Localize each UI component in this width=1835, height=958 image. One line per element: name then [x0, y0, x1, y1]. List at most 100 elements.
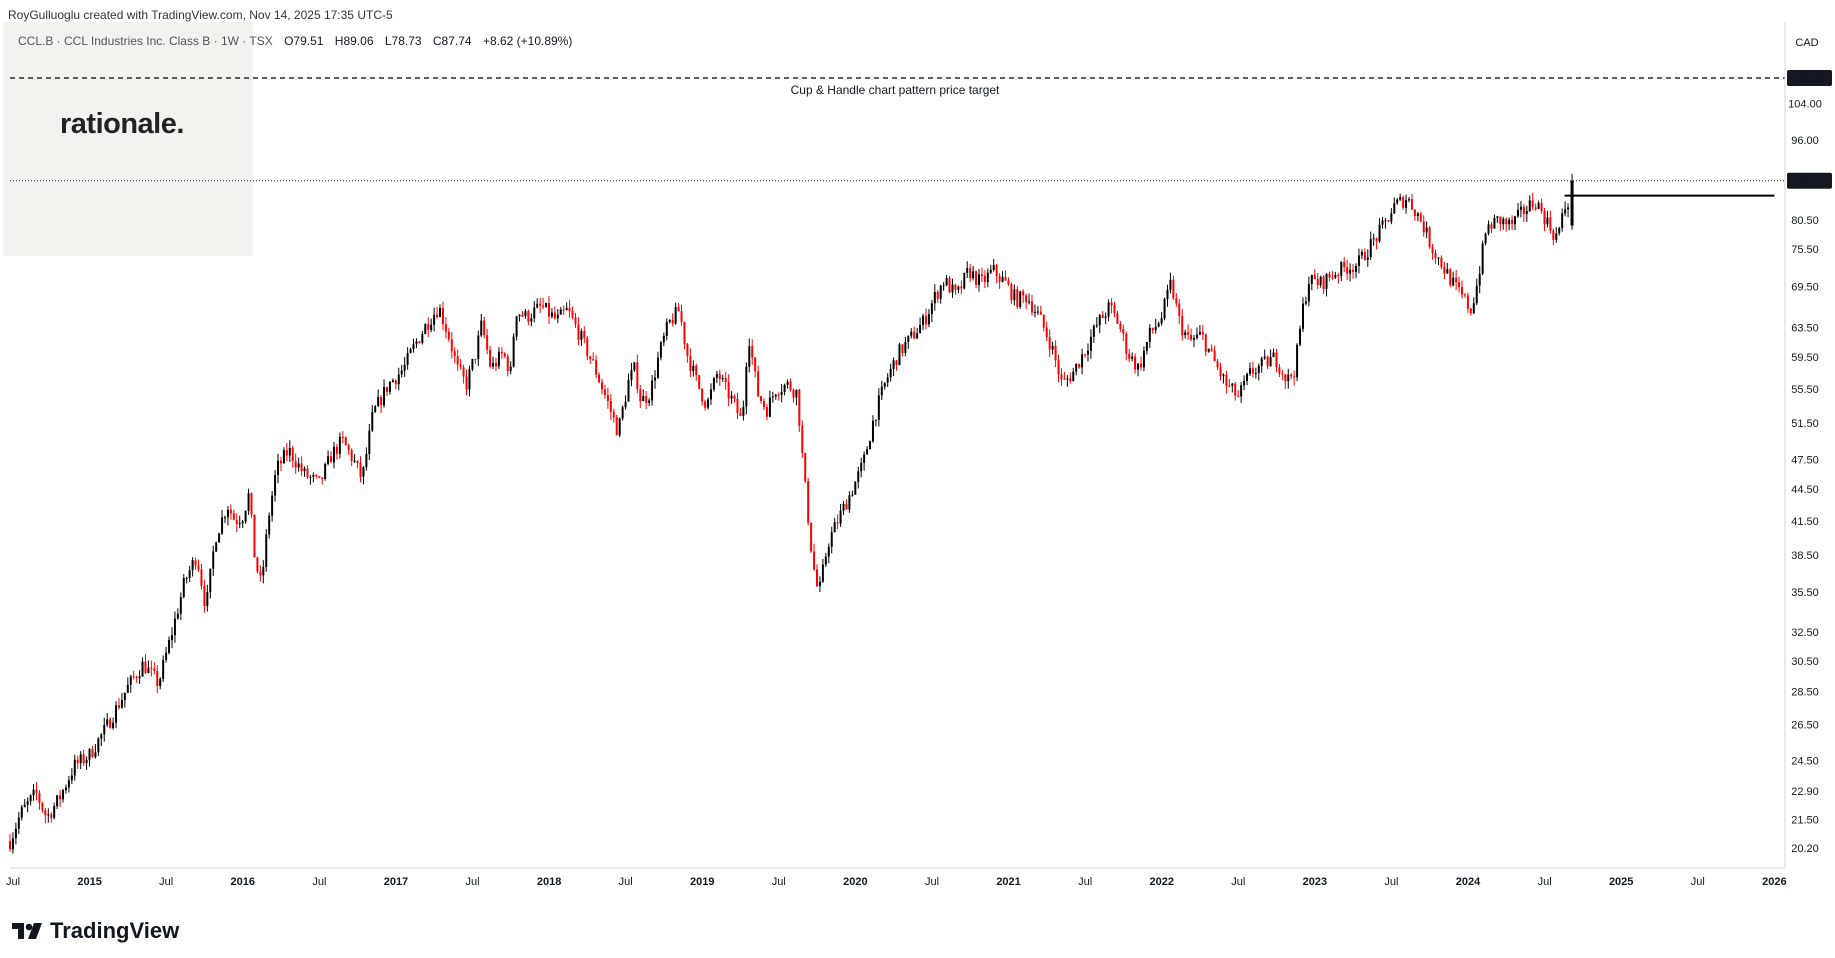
- candle-body: [1393, 203, 1396, 214]
- candle: [960, 280, 963, 294]
- candle: [1508, 217, 1511, 231]
- candle: [1316, 272, 1319, 290]
- candle-body: [1363, 251, 1366, 260]
- candle-body: [883, 382, 886, 387]
- candle-body: [542, 305, 545, 307]
- candle: [221, 509, 224, 536]
- candle-body: [1446, 269, 1449, 274]
- candle: [1349, 263, 1352, 282]
- candle: [913, 326, 916, 340]
- candle: [41, 801, 44, 813]
- tradingview-logo[interactable]: TradingView: [12, 918, 179, 944]
- candle-body: [1036, 311, 1039, 313]
- candle: [1057, 354, 1060, 383]
- candle: [1437, 256, 1440, 266]
- candle-body: [1163, 299, 1166, 319]
- candle-body: [1296, 344, 1299, 378]
- candle-body: [1475, 285, 1478, 304]
- candle-body: [1555, 233, 1558, 240]
- candle: [1522, 204, 1525, 222]
- candle: [50, 812, 53, 823]
- candle: [1251, 361, 1254, 378]
- candle: [459, 358, 462, 370]
- candle-body: [244, 510, 247, 522]
- candle: [580, 328, 583, 347]
- candle-body: [992, 265, 995, 270]
- candle: [412, 338, 415, 353]
- candle-body: [483, 320, 486, 336]
- candle-body: [727, 382, 730, 399]
- candle-body: [586, 338, 589, 357]
- candle: [709, 383, 712, 406]
- candle: [471, 358, 474, 372]
- candle-body: [1234, 383, 1237, 396]
- candle-body: [330, 456, 333, 463]
- candle-body: [277, 460, 280, 476]
- candle-body: [1051, 345, 1054, 350]
- candle: [441, 301, 444, 331]
- candle-body: [235, 519, 238, 525]
- candle-body: [742, 406, 745, 416]
- y-tick-label: 22.90: [1791, 786, 1819, 798]
- candle: [191, 557, 194, 577]
- candle-body: [1349, 269, 1352, 274]
- candle: [168, 636, 171, 655]
- candle-body: [341, 436, 344, 438]
- candle: [374, 405, 377, 413]
- candle-body: [1145, 342, 1148, 351]
- candle-body: [1416, 213, 1419, 217]
- candle: [235, 513, 238, 533]
- candle-body: [1092, 325, 1095, 337]
- candle: [1072, 367, 1075, 382]
- candle: [1546, 210, 1549, 228]
- candle-body: [1366, 257, 1369, 260]
- candle: [1228, 378, 1231, 388]
- candle-body: [1031, 301, 1034, 313]
- candle: [1413, 209, 1416, 221]
- candle-body: [1157, 323, 1160, 327]
- candle-body: [50, 814, 53, 818]
- candle: [1060, 368, 1063, 386]
- candle: [262, 560, 265, 584]
- candle-body: [44, 810, 47, 816]
- candle-body: [439, 307, 442, 317]
- candle-body: [977, 274, 980, 285]
- candle-body: [1007, 280, 1010, 285]
- candle: [1322, 275, 1325, 295]
- candle-body: [247, 493, 250, 511]
- candle: [241, 519, 244, 529]
- candle: [1039, 305, 1042, 315]
- candle: [1184, 329, 1187, 339]
- candle-body: [1081, 354, 1084, 368]
- candle-body: [698, 375, 701, 389]
- candle: [1101, 311, 1104, 319]
- x-tick-label: 2019: [690, 876, 714, 888]
- candle-body: [1107, 302, 1110, 317]
- candle-body: [1072, 371, 1075, 382]
- candle: [1201, 324, 1204, 340]
- candle-body: [877, 395, 880, 420]
- candle-body: [129, 676, 132, 685]
- candle: [592, 352, 595, 361]
- candle: [203, 579, 206, 613]
- candle-body: [1187, 332, 1190, 335]
- candle: [1519, 201, 1522, 218]
- candle-body: [595, 360, 598, 375]
- candle: [656, 351, 659, 379]
- candle-body: [754, 357, 757, 372]
- candle: [1260, 356, 1263, 373]
- candle: [103, 717, 106, 742]
- candle: [1463, 293, 1466, 298]
- candle-body: [1534, 207, 1537, 209]
- candle: [727, 374, 730, 407]
- candle: [427, 317, 430, 337]
- candle: [1466, 292, 1469, 313]
- candle: [1028, 293, 1031, 305]
- candle: [553, 306, 556, 320]
- legend-symbol[interactable]: CCL.B · CCL Industries Inc. Class B · 1W…: [18, 34, 273, 48]
- watermark-text: rationale.: [60, 108, 184, 140]
- candle-body: [126, 684, 129, 693]
- candle-body: [1237, 395, 1240, 397]
- candle: [886, 373, 889, 388]
